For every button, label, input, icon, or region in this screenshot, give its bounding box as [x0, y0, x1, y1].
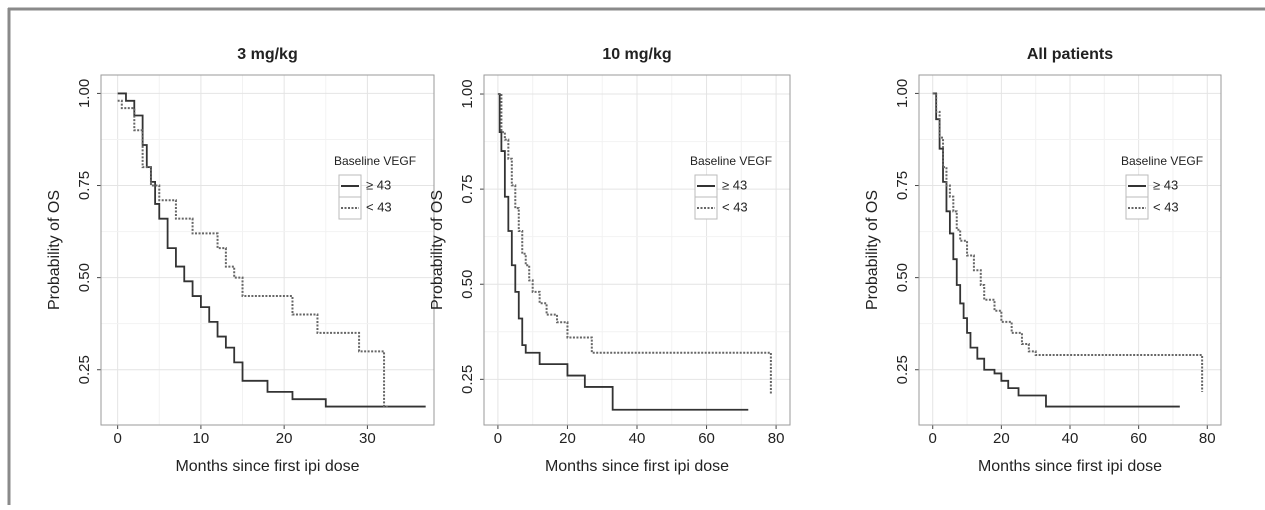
y-tick-label: 0.25 — [894, 355, 911, 384]
plot-border — [483, 74, 791, 426]
x-tick-label: 20 — [993, 430, 1010, 447]
y-axis-label: Probability of OS — [864, 190, 881, 310]
legend-title: Baseline VEGF — [334, 154, 416, 168]
x-axis-label: Months since first ipi dose — [978, 458, 1162, 475]
plot-area — [101, 75, 434, 425]
x-axis-label: Months since first ipi dose — [175, 458, 359, 475]
y-tick-label: 0.25 — [76, 355, 93, 384]
legend-label: < 43 — [722, 199, 748, 214]
y-axis-label: Probability of OS — [46, 190, 63, 310]
x-tick-label: 20 — [559, 430, 576, 447]
panel-title: 10 mg/kg — [602, 46, 671, 63]
y-tick-label: 0.50 — [76, 263, 93, 292]
x-tick-label: 80 — [768, 430, 785, 447]
legend-label: < 43 — [1153, 199, 1179, 214]
plot-border — [100, 74, 435, 426]
plot-border — [918, 74, 1222, 426]
x-tick-label: 60 — [698, 430, 715, 447]
x-tick-label: 80 — [1199, 430, 1216, 447]
y-tick-label: 0.75 — [459, 175, 476, 204]
y-tick-label: 0.75 — [76, 171, 93, 200]
x-tick-label: 20 — [276, 430, 293, 447]
legend-label: ≥ 43 — [722, 177, 747, 192]
y-tick-label: 1.00 — [459, 79, 476, 108]
x-tick-label: 40 — [629, 430, 646, 447]
x-tick-label: 0 — [113, 430, 121, 447]
y-tick-label: 1.00 — [76, 79, 93, 108]
x-axis-label: Months since first ipi dose — [545, 458, 729, 475]
survival-line — [117, 99, 389, 408]
y-tick-label: 0.75 — [894, 171, 911, 200]
y-tick-label: 0.50 — [894, 263, 911, 292]
panel-title: 3 mg/kg — [237, 46, 297, 63]
survival-line — [932, 92, 1180, 408]
legend-title: Baseline VEGF — [690, 154, 772, 168]
y-axis-label: Probability of OS — [429, 190, 446, 310]
x-tick-label: 0 — [494, 430, 502, 447]
survival-line — [117, 92, 426, 408]
legend-label: ≥ 43 — [1153, 177, 1178, 192]
survival-line — [497, 93, 749, 411]
x-tick-label: 60 — [1130, 430, 1147, 447]
x-tick-label: 0 — [929, 430, 937, 447]
x-tick-label: 40 — [1062, 430, 1079, 447]
y-tick-label: 1.00 — [894, 79, 911, 108]
y-tick-label: 0.25 — [459, 365, 476, 394]
y-tick-label: 0.50 — [459, 270, 476, 299]
legend-label: < 43 — [366, 199, 392, 214]
x-tick-label: 30 — [359, 430, 376, 447]
panel-title: All patients — [1027, 46, 1113, 63]
legend-label: ≥ 43 — [366, 177, 391, 192]
legend-title: Baseline VEGF — [1121, 154, 1203, 168]
x-tick-label: 10 — [193, 430, 210, 447]
survival-line — [497, 93, 772, 395]
survival-line — [932, 92, 1204, 392]
